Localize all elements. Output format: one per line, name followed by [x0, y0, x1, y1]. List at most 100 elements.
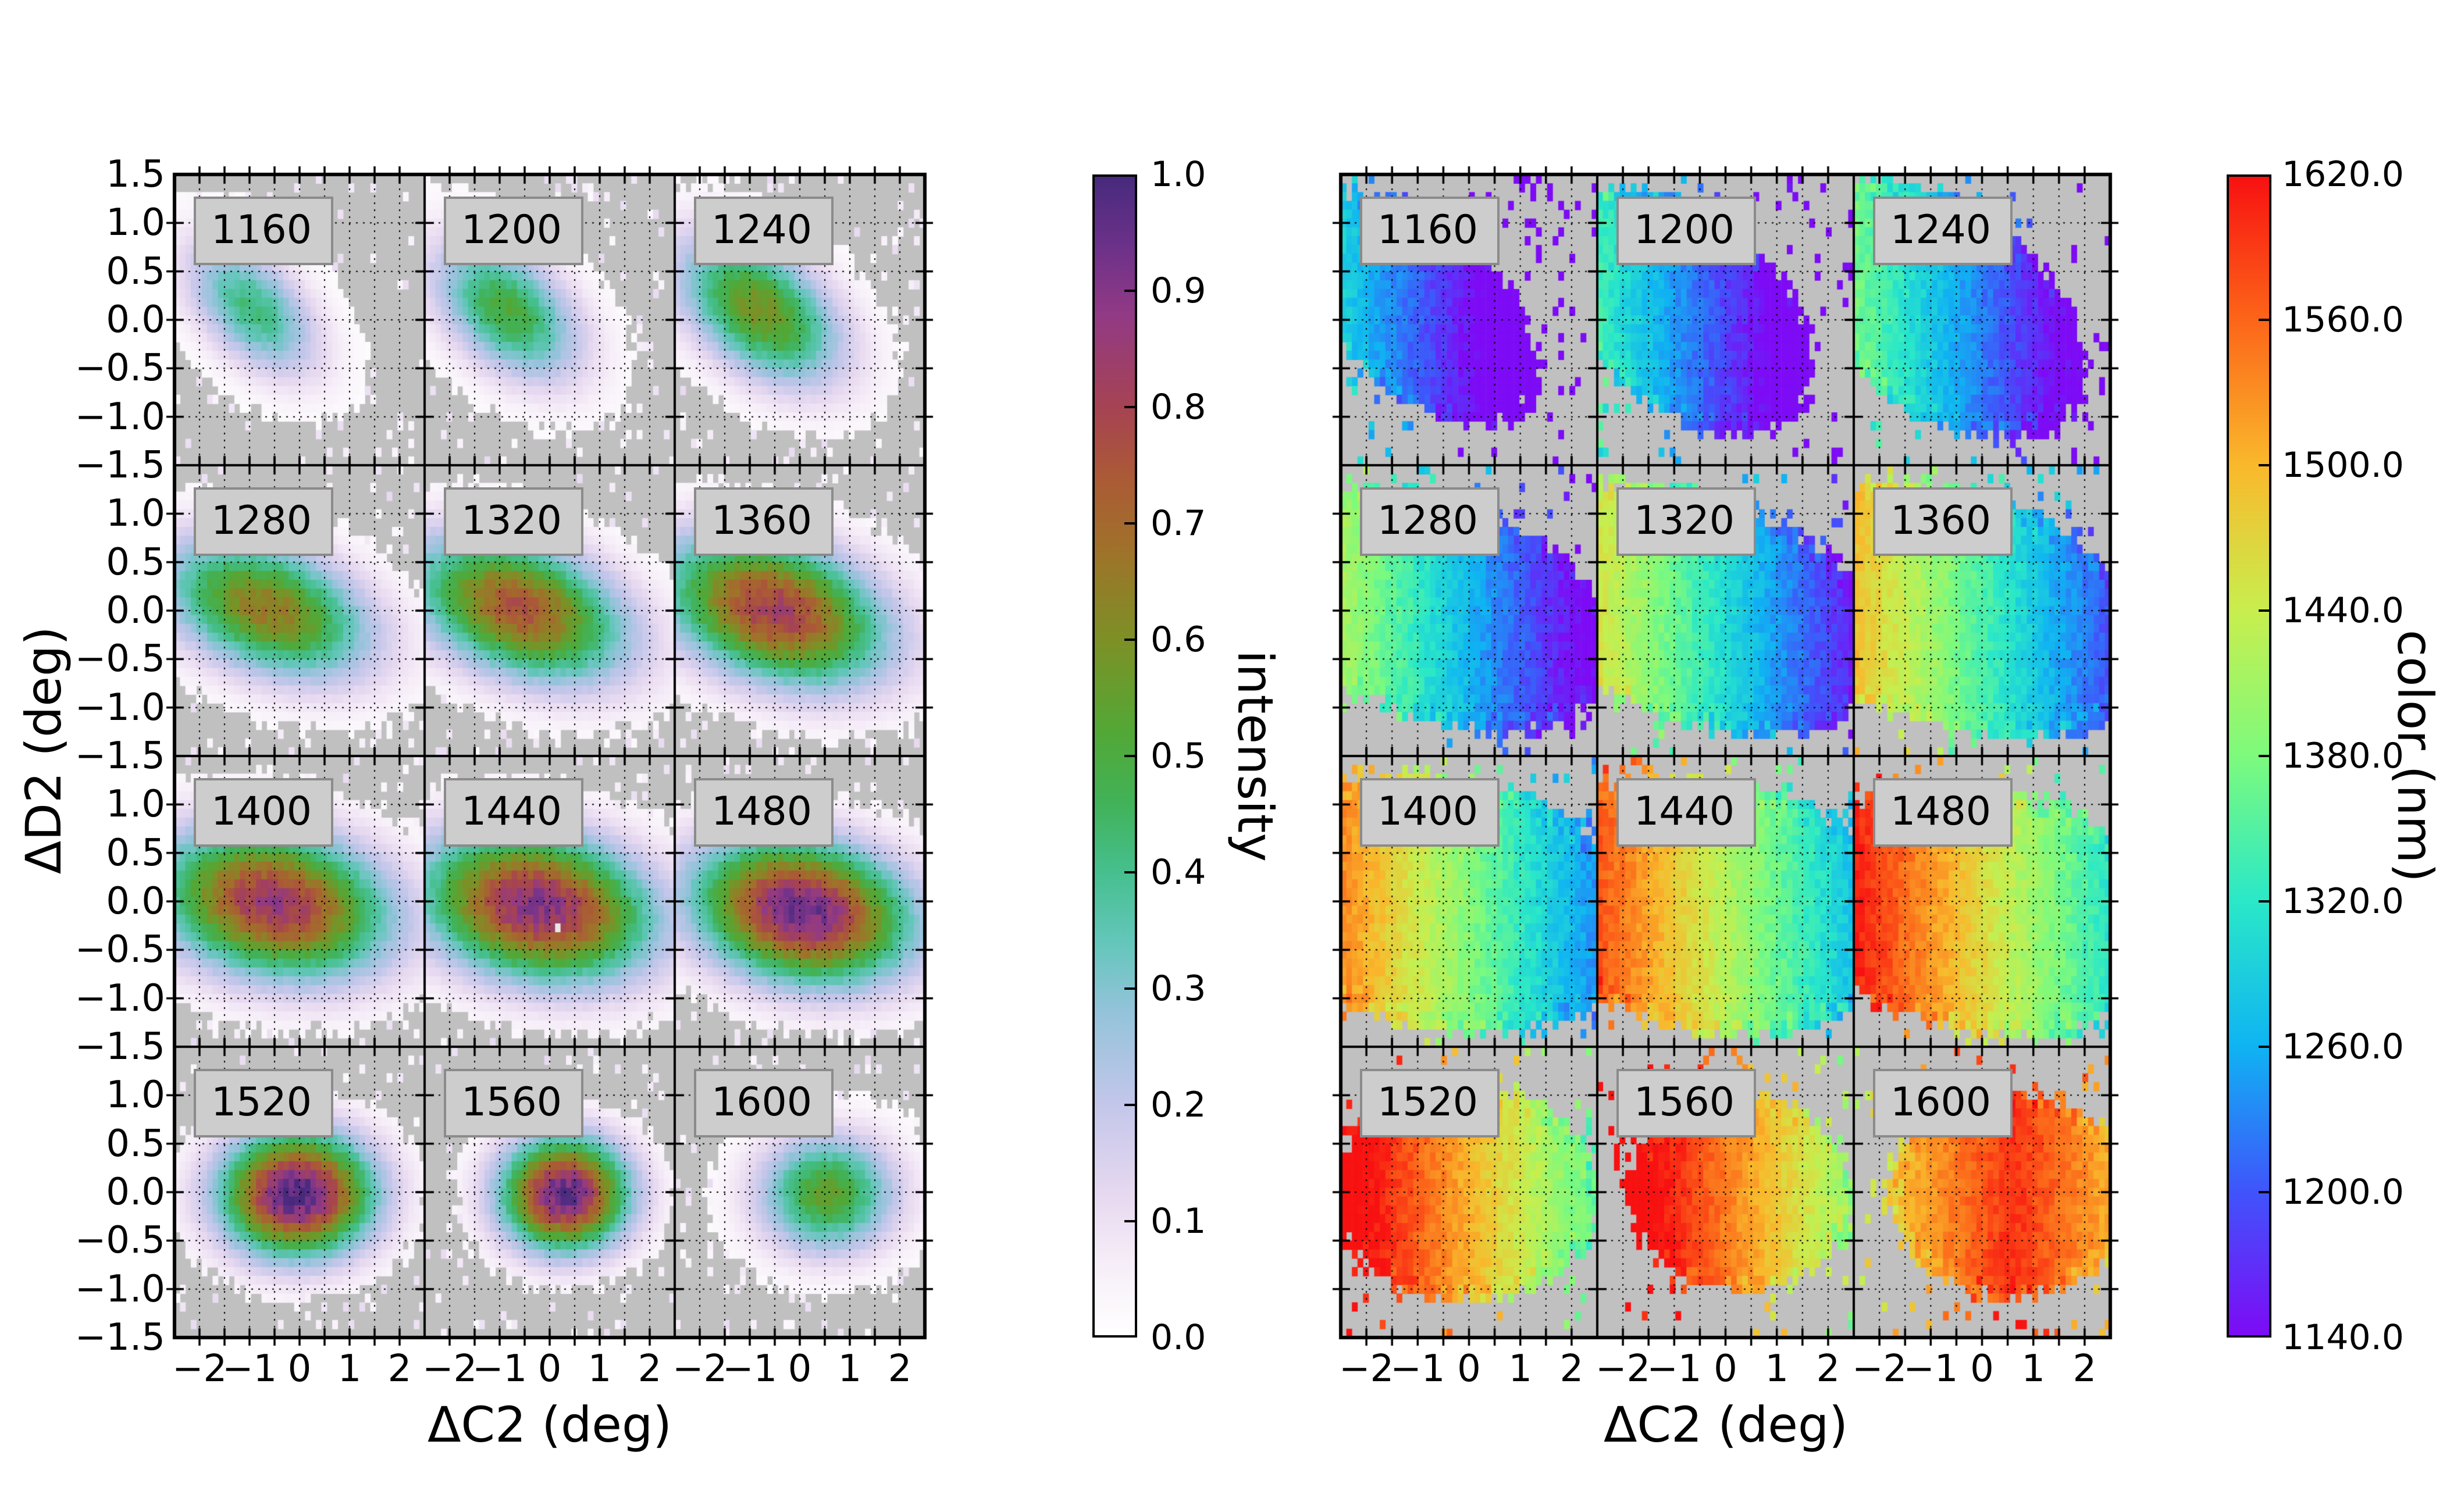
y-tick-label: −1.0: [74, 686, 165, 729]
right-wavelength-label: 1320: [1616, 487, 1756, 556]
y-tick-label: 1.0: [106, 201, 165, 245]
right-wavelength-label: 1160: [1360, 197, 1500, 265]
left-wavelength-label: 1360: [694, 487, 834, 556]
intensity-cbar-tick-label: 0.4: [1151, 852, 1206, 893]
right-x-tick-label: −1: [1390, 1347, 1445, 1390]
intensity-cbar-tick-mark: [1124, 1220, 1135, 1222]
right-x-tick-label: 1: [2021, 1347, 2046, 1390]
left-x-tick-label: 2: [888, 1347, 912, 1390]
right-x-tick-label: −1: [1647, 1347, 1702, 1390]
y-tick-label: −0.5: [74, 1219, 165, 1263]
y-tick-label: −0.5: [74, 637, 165, 681]
left-x-tick-label: 2: [387, 1347, 412, 1390]
y-tick-label: −0.5: [74, 928, 165, 972]
color-cbar-tick-label: 1200.0: [2282, 1172, 2404, 1213]
left-x-tick-label: 0: [788, 1347, 812, 1390]
intensity-cbar-tick-mark: [1124, 987, 1135, 990]
right-wavelength-label: 1600: [1873, 1069, 2013, 1137]
right-x-tick-label: 0: [1457, 1347, 1481, 1390]
left-x-tick-label: −2: [422, 1347, 478, 1390]
intensity-cbar-tick-label: 0.9: [1151, 270, 1206, 311]
right-x-tick-label: 1: [1765, 1347, 1789, 1390]
y-tick-label: −1.0: [74, 1267, 165, 1311]
left-wavelength-label: 1320: [444, 487, 583, 556]
y-tick-label: 1.0: [106, 783, 165, 826]
color-cbar-tick-label: 1560.0: [2282, 299, 2404, 340]
left-x-tick-label: −1: [222, 1347, 277, 1390]
y-tick-label: 1.0: [106, 1074, 165, 1117]
left-x-tick-label: 1: [587, 1347, 612, 1390]
intensity-cbar-tick-label: 1.0: [1151, 154, 1206, 195]
y-tick-label: −1.5: [74, 444, 165, 487]
y-tick-label: −1.0: [74, 395, 165, 438]
right-wavelength-label: 1400: [1360, 778, 1500, 847]
y-tick-label: 0.5: [106, 1122, 165, 1165]
intensity-cbar-tick-label: 0.5: [1151, 736, 1206, 776]
y-tick-label: 1.5: [106, 153, 165, 196]
intensity-cbar-tick-mark: [1124, 290, 1135, 292]
y-tick-label: −1.5: [74, 734, 165, 778]
left-x-tick-label: 2: [638, 1347, 662, 1390]
left-wavelength-label: 1520: [194, 1069, 333, 1137]
left-x-tick-label: −2: [172, 1347, 227, 1390]
color-cbar-tick-mark: [2259, 464, 2269, 466]
right-wavelength-label: 1480: [1873, 778, 2013, 847]
intensity-cbar-tick-mark: [1124, 871, 1135, 873]
color-cbar-tick-mark: [2259, 609, 2269, 612]
intensity-cbar-tick-label: 0.8: [1151, 387, 1206, 427]
y-tick-label: 0.5: [106, 540, 165, 584]
intensity-cbar-tick-label: 0.0: [1151, 1317, 1206, 1358]
color-cbar-tick-label: 1260.0: [2282, 1026, 2404, 1067]
intensity-cbar-tick-label: 0.1: [1151, 1201, 1206, 1242]
y-tick-label: 0.0: [106, 298, 165, 341]
left-wavelength-label: 1280: [194, 487, 333, 556]
right-x-tick-label: 1: [1508, 1347, 1533, 1390]
color-cbar-tick-label: 1440.0: [2282, 590, 2404, 631]
intensity-cbar-tick-mark: [1124, 406, 1135, 408]
y-tick-label: 1.0: [106, 492, 165, 536]
right-heatmap-grid-canvas: [1328, 162, 2123, 1355]
left-x-tick-label: 1: [838, 1347, 862, 1390]
color-cbar-tick-label: 1140.0: [2282, 1317, 2404, 1358]
right-x-tick-label: 2: [1559, 1347, 1584, 1390]
intensity-cbar-tick-label: 0.6: [1151, 619, 1206, 660]
left-wavelength-label: 1400: [194, 778, 333, 847]
intensity-cbar-tick-label: 0.3: [1151, 968, 1206, 1009]
y-tick-label: 0.0: [106, 1171, 165, 1214]
left-wavelength-label: 1440: [444, 778, 583, 847]
right-x-tick-label: 0: [1970, 1347, 1994, 1390]
right-wavelength-label: 1520: [1360, 1069, 1500, 1137]
left-wavelength-label: 1600: [694, 1069, 834, 1137]
left-x-axis-title: ΔC2 (deg): [427, 1396, 672, 1453]
right-wavelength-label: 1240: [1873, 197, 2013, 265]
color-cbar-tick-label: 1500.0: [2282, 445, 2404, 486]
y-tick-label: −1.5: [74, 1316, 165, 1359]
right-wavelength-label: 1560: [1616, 1069, 1756, 1137]
intensity-cbar-tick-mark: [1124, 755, 1135, 757]
right-x-axis-title: ΔC2 (deg): [1603, 1396, 1849, 1453]
y-tick-label: 0.5: [106, 249, 165, 293]
intensity-cbar-tick-mark: [1124, 639, 1135, 641]
intensity-cbar-tick-mark: [1124, 1104, 1135, 1106]
right-x-tick-label: −2: [1595, 1347, 1651, 1390]
y-tick-label: 0.0: [106, 589, 165, 632]
y-tick-label: −0.5: [74, 347, 165, 390]
left-heatmap-grid-canvas: [162, 162, 938, 1355]
color-cbar-tick-mark: [2259, 1191, 2269, 1193]
y-tick-label: 0.0: [106, 880, 165, 923]
intensity-cbar-tick-mark: [1124, 522, 1135, 525]
color-cbar-tick-mark: [2259, 1046, 2269, 1048]
right-wavelength-label: 1200: [1616, 197, 1756, 265]
color-cbar-tick-mark: [2259, 900, 2269, 903]
left-wavelength-label: 1200: [444, 197, 583, 265]
right-x-tick-label: 2: [2072, 1347, 2097, 1390]
left-wavelength-label: 1240: [694, 197, 834, 265]
left-x-tick-label: −2: [672, 1347, 728, 1390]
color-cbar-tick-mark: [2259, 319, 2269, 321]
right-x-tick-label: −1: [1903, 1347, 1958, 1390]
left-x-tick-label: 0: [287, 1347, 312, 1390]
color-cbar-tick-label: 1620.0: [2282, 154, 2404, 195]
left-wavelength-label: 1160: [194, 197, 333, 265]
color-cbar-tick-label: 1380.0: [2282, 736, 2404, 776]
color-cbar-tick-label: 1320.0: [2282, 881, 2404, 922]
